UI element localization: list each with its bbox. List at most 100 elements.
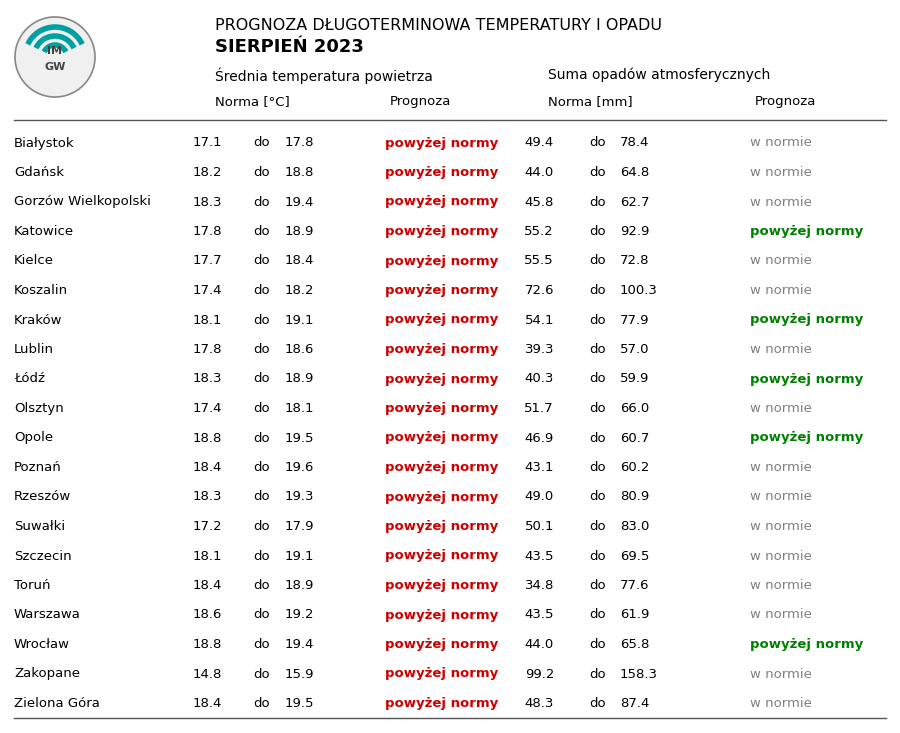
Text: powyżej normy: powyżej normy (385, 579, 499, 592)
Text: do: do (590, 579, 607, 592)
Text: PROGNOZA DŁUGOTERMINOWA TEMPERATURY I OPADU: PROGNOZA DŁUGOTERMINOWA TEMPERATURY I OP… (215, 18, 662, 33)
Text: powyżej normy: powyżej normy (385, 372, 499, 386)
Text: do: do (590, 284, 607, 297)
Text: do: do (590, 608, 607, 622)
Text: IM: IM (48, 46, 62, 56)
Text: Prognoza: Prognoza (755, 95, 816, 108)
Text: 48.3: 48.3 (525, 697, 554, 710)
Text: Rzeszów: Rzeszów (14, 490, 71, 504)
Text: w normie: w normie (750, 196, 812, 208)
Text: 19.5: 19.5 (285, 432, 314, 444)
Text: Prognoza: Prognoza (390, 95, 452, 108)
Text: 18.9: 18.9 (285, 579, 314, 592)
Text: do: do (254, 668, 270, 680)
Text: 19.5: 19.5 (285, 697, 314, 710)
Text: 78.4: 78.4 (620, 136, 650, 150)
Text: Lublin: Lublin (14, 343, 54, 356)
Text: powyżej normy: powyżej normy (385, 550, 499, 562)
Text: do: do (254, 225, 270, 238)
Text: w normie: w normie (750, 490, 812, 504)
Text: do: do (254, 461, 270, 474)
Text: do: do (590, 668, 607, 680)
Text: do: do (590, 697, 607, 710)
Text: 61.9: 61.9 (620, 608, 650, 622)
Text: do: do (254, 608, 270, 622)
Text: 18.2: 18.2 (285, 284, 314, 297)
Text: powyżej normy: powyżej normy (385, 490, 499, 504)
Text: powyżej normy: powyżej normy (750, 432, 863, 444)
Text: do: do (254, 579, 270, 592)
Text: 100.3: 100.3 (620, 284, 658, 297)
Text: do: do (590, 490, 607, 504)
Text: 18.3: 18.3 (193, 372, 222, 386)
Text: Norma [mm]: Norma [mm] (548, 95, 633, 108)
Text: Katowice: Katowice (14, 225, 74, 238)
Text: do: do (254, 284, 270, 297)
Text: Średnia temperatura powietrza: Średnia temperatura powietrza (215, 68, 433, 84)
Text: 55.5: 55.5 (525, 254, 554, 268)
Text: 72.6: 72.6 (525, 284, 554, 297)
Text: powyżej normy: powyżej normy (385, 254, 499, 268)
Text: powyżej normy: powyżej normy (385, 697, 499, 710)
Text: do: do (254, 254, 270, 268)
Text: 158.3: 158.3 (620, 668, 658, 680)
Text: powyżej normy: powyżej normy (385, 166, 499, 179)
Text: w normie: w normie (750, 284, 812, 297)
Text: do: do (254, 520, 270, 533)
Text: 59.9: 59.9 (620, 372, 650, 386)
Text: 83.0: 83.0 (620, 520, 650, 533)
Text: Zakopane: Zakopane (14, 668, 80, 680)
Text: 44.0: 44.0 (525, 166, 554, 179)
Text: powyżej normy: powyżej normy (385, 638, 499, 651)
Text: SIERPIEŃ 2023: SIERPIEŃ 2023 (215, 38, 364, 56)
Text: 57.0: 57.0 (620, 343, 650, 356)
Text: 19.1: 19.1 (285, 550, 314, 562)
Text: 60.7: 60.7 (620, 432, 650, 444)
Text: powyżej normy: powyżej normy (385, 225, 499, 238)
Text: 14.8: 14.8 (193, 668, 222, 680)
Text: 99.2: 99.2 (525, 668, 554, 680)
Text: do: do (590, 225, 607, 238)
Text: 55.2: 55.2 (525, 225, 554, 238)
Text: 18.8: 18.8 (193, 432, 222, 444)
Text: 17.9: 17.9 (285, 520, 314, 533)
Text: do: do (254, 136, 270, 150)
Text: Gorzów Wielkopolski: Gorzów Wielkopolski (14, 196, 151, 208)
Text: do: do (590, 550, 607, 562)
Text: 19.4: 19.4 (285, 196, 314, 208)
Text: 69.5: 69.5 (620, 550, 650, 562)
Text: 17.8: 17.8 (193, 225, 222, 238)
Text: powyżej normy: powyżej normy (385, 136, 499, 150)
Text: powyżej normy: powyżej normy (750, 638, 863, 651)
Text: Białystok: Białystok (14, 136, 75, 150)
Text: 43.1: 43.1 (525, 461, 554, 474)
Text: 18.3: 18.3 (193, 196, 222, 208)
Text: w normie: w normie (750, 136, 812, 150)
Text: powyżej normy: powyżej normy (385, 343, 499, 356)
Text: Kielce: Kielce (14, 254, 54, 268)
Text: 17.2: 17.2 (193, 520, 222, 533)
Text: 80.9: 80.9 (620, 490, 649, 504)
Text: Zielona Góra: Zielona Góra (14, 697, 100, 710)
Text: w normie: w normie (750, 166, 812, 179)
Text: do: do (590, 136, 607, 150)
Text: 19.4: 19.4 (285, 638, 314, 651)
Text: 18.2: 18.2 (193, 166, 222, 179)
Text: 64.8: 64.8 (620, 166, 649, 179)
Text: do: do (590, 254, 607, 268)
Text: do: do (254, 490, 270, 504)
Text: 92.9: 92.9 (620, 225, 650, 238)
Text: 18.6: 18.6 (193, 608, 222, 622)
Text: Koszalin: Koszalin (14, 284, 68, 297)
Text: 51.7: 51.7 (525, 402, 554, 415)
Text: powyżej normy: powyżej normy (385, 432, 499, 444)
Text: 60.2: 60.2 (620, 461, 650, 474)
Text: do: do (590, 402, 607, 415)
Text: 18.1: 18.1 (193, 314, 222, 326)
Text: do: do (590, 638, 607, 651)
Text: powyżej normy: powyżej normy (385, 520, 499, 533)
Text: powyżej normy: powyżej normy (750, 372, 863, 386)
Text: GW: GW (44, 62, 66, 72)
Text: powyżej normy: powyżej normy (385, 314, 499, 326)
Text: Warszawa: Warszawa (14, 608, 81, 622)
